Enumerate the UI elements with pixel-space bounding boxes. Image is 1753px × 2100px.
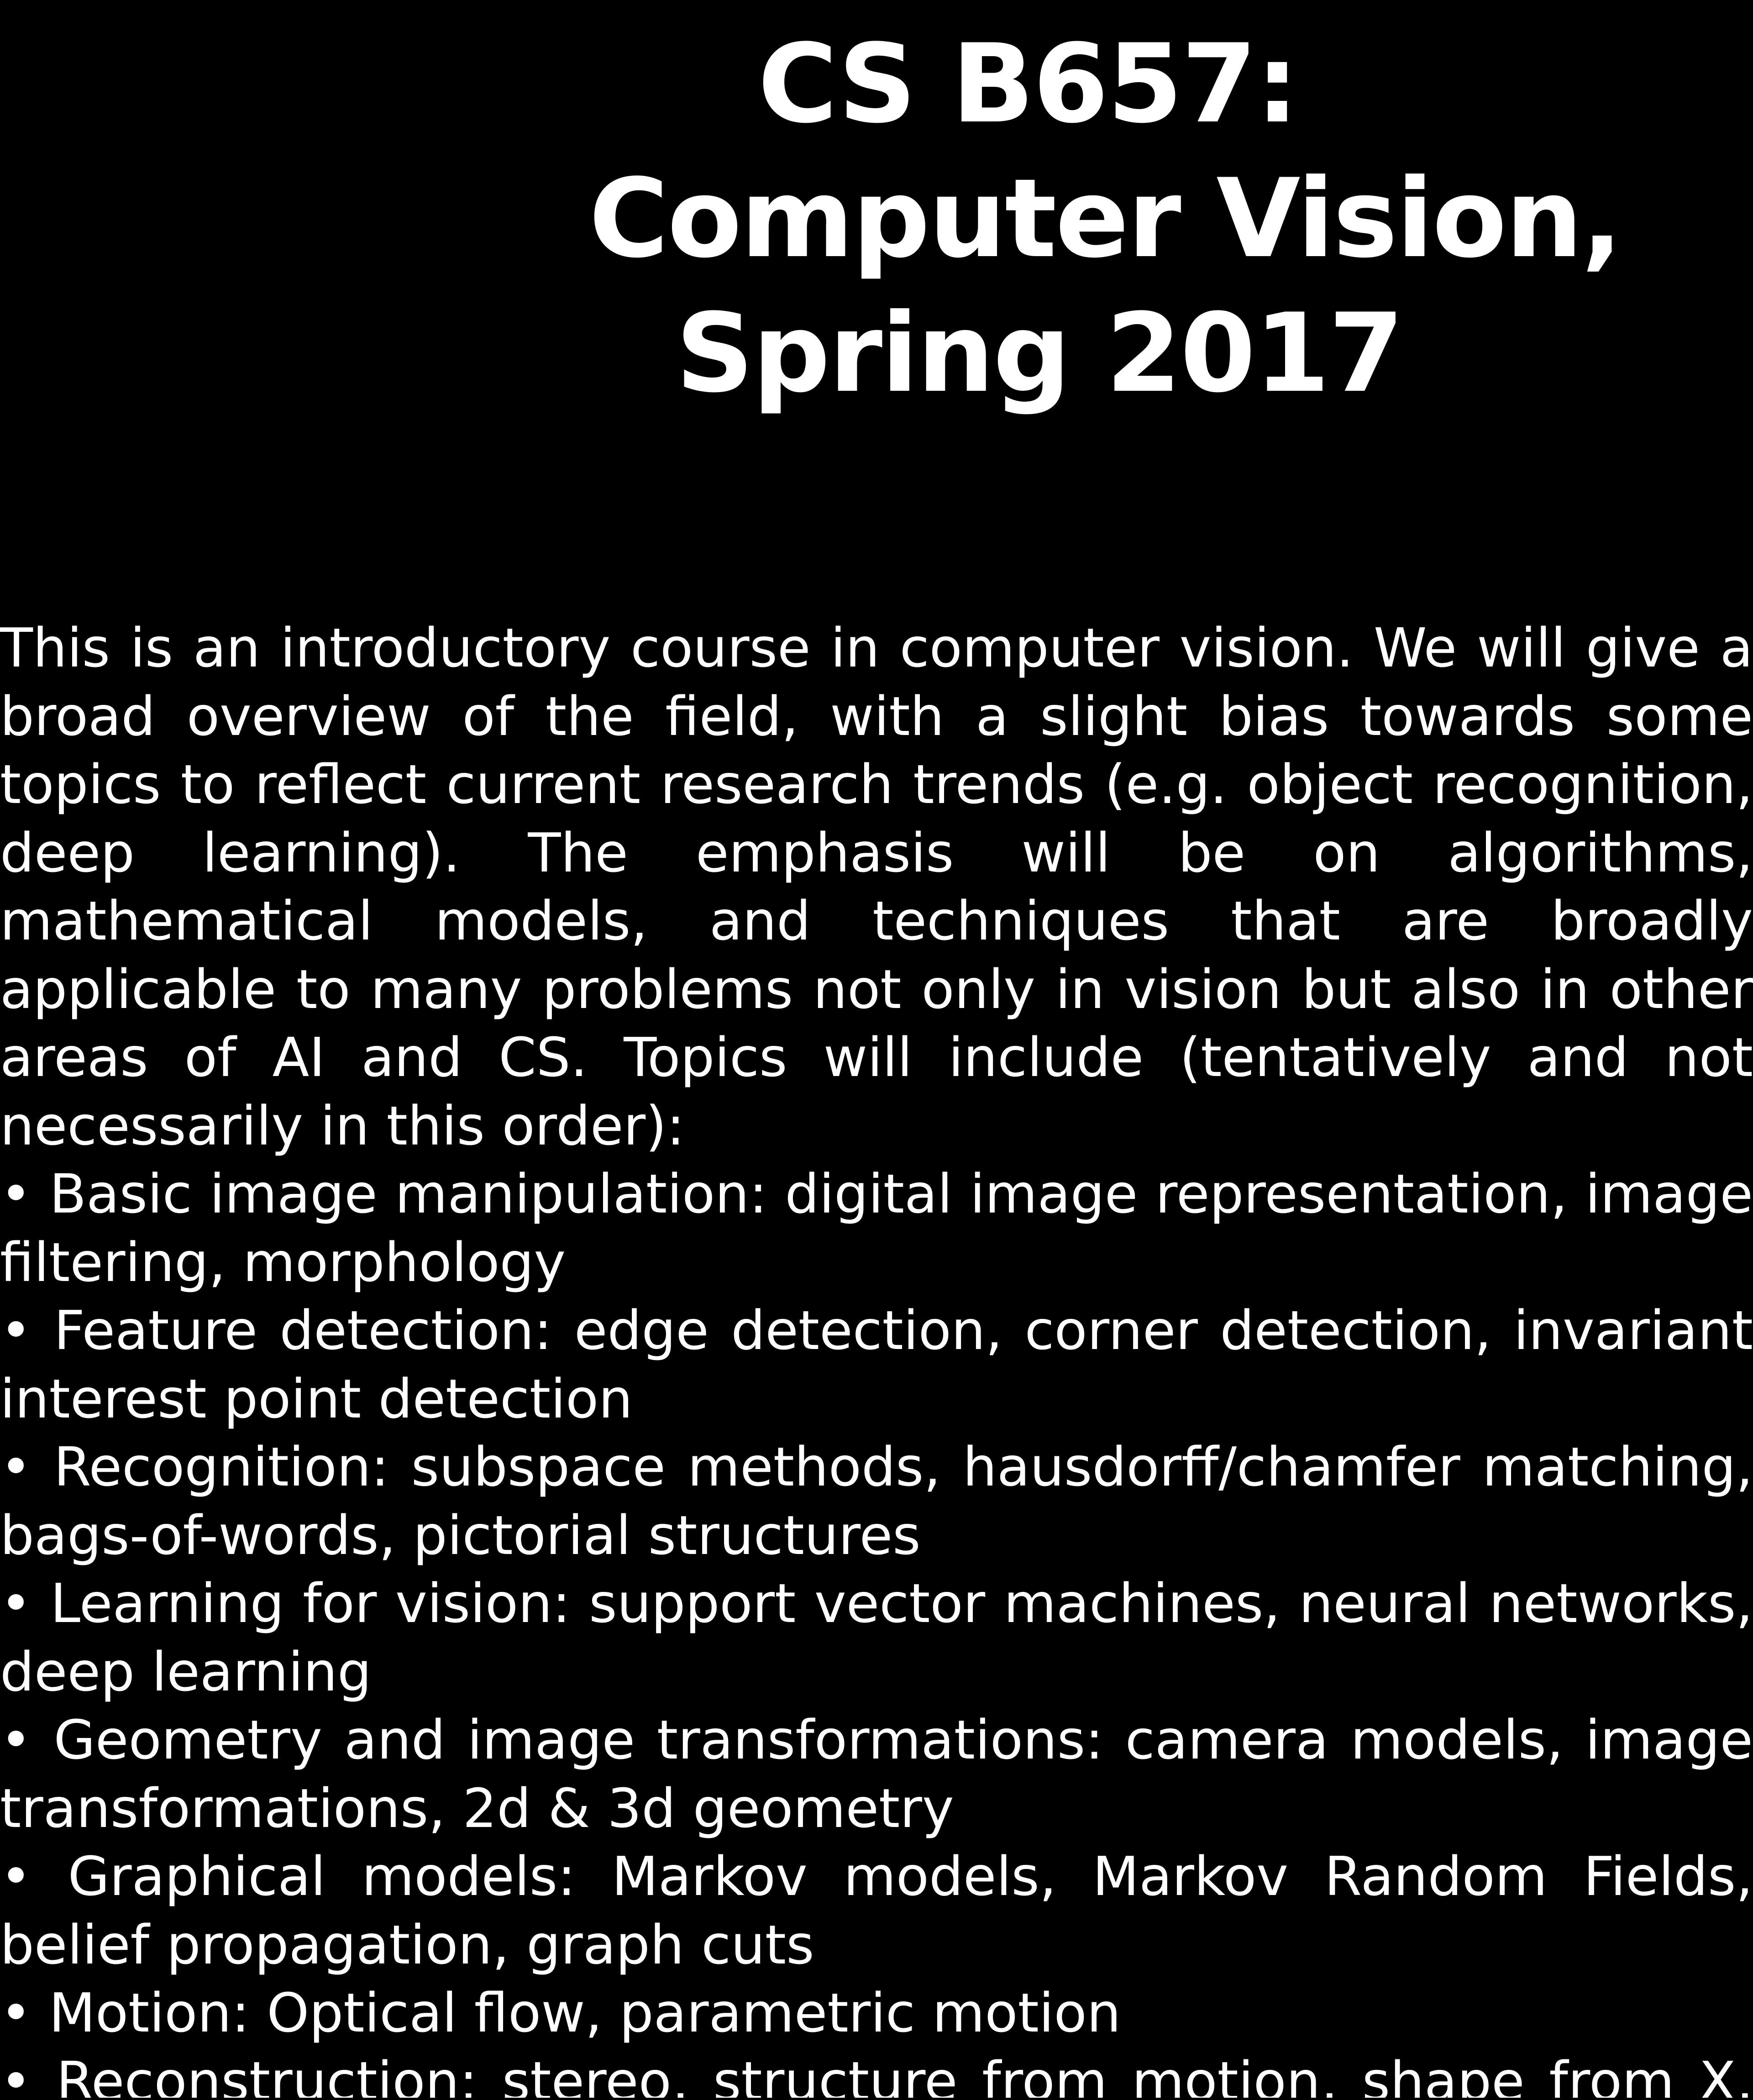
course-term: Spring 2017 (676, 290, 1404, 417)
topic-item-continued: transformations, 2d & 3d geometry (0, 1776, 954, 1840)
description-line: areas of AI and CS. Topics will include … (0, 1026, 1753, 1089)
topic-item-continued: belief propagation, graph cuts (0, 1913, 814, 1976)
topic-item: • Learning for vision: support vector ma… (0, 1572, 1753, 1635)
topic-item: • Reconstruction: stereo, structure from… (0, 2049, 1753, 2098)
topic-item: • Motion: Optical flow, parametric motio… (0, 1981, 1121, 2044)
topic-item-continued: filtering, morphology (0, 1230, 566, 1294)
description-line: applicable to many problems not only in … (0, 957, 1753, 1021)
topic-item: • Geometry and image transformations: ca… (0, 1708, 1753, 1771)
course-code: CS B657: (758, 21, 1299, 147)
description-line: necessarily in this order): (0, 1094, 685, 1157)
description-line: mathematical models, and techniques that… (0, 889, 1753, 952)
description-line: This is an introductory course in comput… (0, 616, 1753, 679)
description-line: topics to reflect current research trend… (0, 753, 1753, 816)
course-description: This is an introductory course in comput… (0, 614, 1753, 2098)
topic-item-continued: interest point detection (0, 1367, 633, 1430)
topic-item-continued: bags-of-words, pictorial structures (0, 1503, 921, 1567)
topic-item: • Recognition: subspace methods, hausdor… (0, 1435, 1753, 1498)
course-name: Computer Vision, (589, 156, 1623, 282)
topic-item: • Graphical models: Markov models, Marko… (0, 1845, 1753, 1908)
description-line: broad overview of the field, with a slig… (0, 684, 1753, 748)
topic-item-continued: deep learning (0, 1640, 372, 1703)
course-title: CS B657: Computer Vision, Spring 2017 (0, 9, 1753, 420)
topic-item: • Basic image manipulation: digital imag… (0, 1162, 1753, 1225)
topic-item: • Feature detection: edge detection, cor… (0, 1299, 1753, 1362)
description-line: deep learning). The emphasis will be on … (0, 821, 1753, 884)
